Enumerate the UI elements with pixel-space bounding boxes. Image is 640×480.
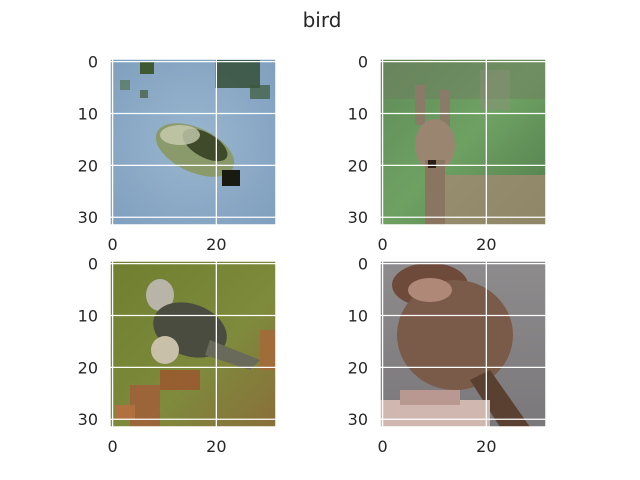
x-tick-label: 0 — [378, 437, 388, 456]
y-tick-label: 30 — [348, 410, 368, 429]
x-tick-label: 0 — [108, 437, 118, 456]
y-tick-label: 30 — [78, 410, 98, 429]
axes-frame — [379, 260, 547, 428]
panel-4 — [380, 261, 546, 427]
y-tick-label: 30 — [78, 208, 98, 227]
panel-3-axes: 0 10 20 30 0 20 — [78, 255, 277, 456]
panel-1 — [110, 59, 276, 225]
y-tick-label: 20 — [348, 358, 368, 377]
panel-image — [380, 261, 546, 427]
y-tick-label: 10 — [78, 104, 98, 123]
y-tick-label: 10 — [348, 104, 368, 123]
axes-layer: 0 10 20 30 0 20 0 10 20 30 0 20 0 10 20 30 0 20 0 10 20 30 0 20 — [78, 53, 547, 456]
x-tick-label: 20 — [206, 437, 226, 456]
x-tick-label: 20 — [476, 437, 496, 456]
x-tick-label: 0 — [378, 235, 388, 254]
axes-frame — [109, 58, 277, 226]
x-tick-label: 20 — [476, 235, 496, 254]
y-tick-label: 20 — [78, 156, 98, 175]
axes-frame — [109, 260, 277, 428]
x-tick-label: 0 — [108, 235, 118, 254]
axes-frame — [379, 58, 547, 226]
panel-image — [110, 261, 276, 427]
panel-image — [380, 59, 546, 225]
y-tick-label: 10 — [78, 306, 98, 325]
y-tick-label: 30 — [348, 208, 368, 227]
y-tick-label: 10 — [348, 306, 368, 325]
panel-4-axes: 0 10 20 30 0 20 — [348, 255, 547, 456]
panel-2-axes: 0 10 20 30 0 20 — [348, 53, 547, 254]
y-tick-label: 0 — [358, 53, 368, 72]
y-tick-label: 0 — [88, 255, 98, 274]
y-tick-label: 20 — [348, 156, 368, 175]
y-tick-label: 0 — [88, 53, 98, 72]
panel-3 — [110, 261, 276, 427]
y-tick-label: 0 — [358, 255, 368, 274]
y-tick-label: 20 — [78, 358, 98, 377]
panel-2 — [380, 59, 546, 225]
panel-image — [110, 59, 276, 225]
x-tick-label: 20 — [206, 235, 226, 254]
figure-title: bird — [303, 8, 342, 32]
panel-1-axes: 0 10 20 30 0 20 — [78, 53, 277, 254]
